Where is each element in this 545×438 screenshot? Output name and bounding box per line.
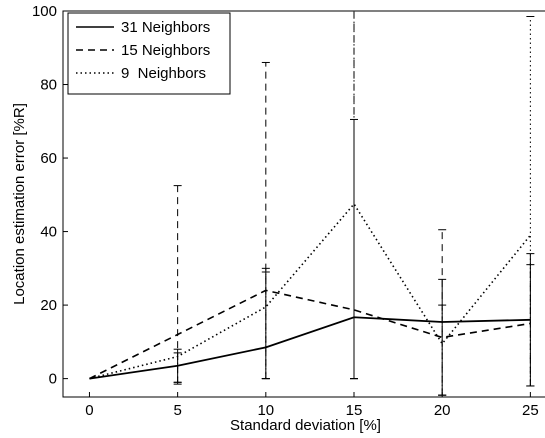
- series-9-line: [89, 202, 531, 380]
- errorbar-layer: [173, 10, 535, 396]
- y-tick-label: 60: [40, 150, 57, 167]
- x-tick-label: 5: [173, 402, 181, 419]
- x-tick-label: 10: [257, 402, 274, 419]
- series-layer: [89, 202, 531, 380]
- legend-entry: 15 Neighbors: [121, 42, 210, 59]
- legend: 31 Neighbors 15 Neighbors 9 Neighbors: [67, 12, 231, 95]
- y-tick-label: 100: [32, 3, 57, 20]
- y-tick-label: 0: [49, 371, 57, 388]
- series-15-line: [89, 289, 531, 380]
- series-31-line: [89, 316, 531, 380]
- y-axis: 0 20 40 60 80 100: [32, 3, 68, 388]
- x-tick-label: 15: [346, 402, 363, 419]
- y-axis-label: Location estimation error [%R]: [11, 103, 28, 305]
- x-tick-label: 20: [434, 402, 451, 419]
- x-tick-label: 0: [85, 402, 93, 419]
- x-axis: 0 5 10 15 20 25: [85, 392, 539, 419]
- x-tick-label: 25: [522, 402, 539, 419]
- legend-entry: 9 Neighbors: [121, 65, 206, 82]
- legend-entry: 31 Neighbors: [121, 19, 210, 36]
- y-tick-label: 80: [40, 77, 57, 94]
- y-tick-label: 20: [40, 297, 57, 314]
- plot-frame: [62, 10, 545, 398]
- plot-area: [62, 10, 545, 398]
- x-axis-label: Standard deviation [%]: [230, 417, 381, 434]
- y-tick-label: 40: [40, 224, 57, 241]
